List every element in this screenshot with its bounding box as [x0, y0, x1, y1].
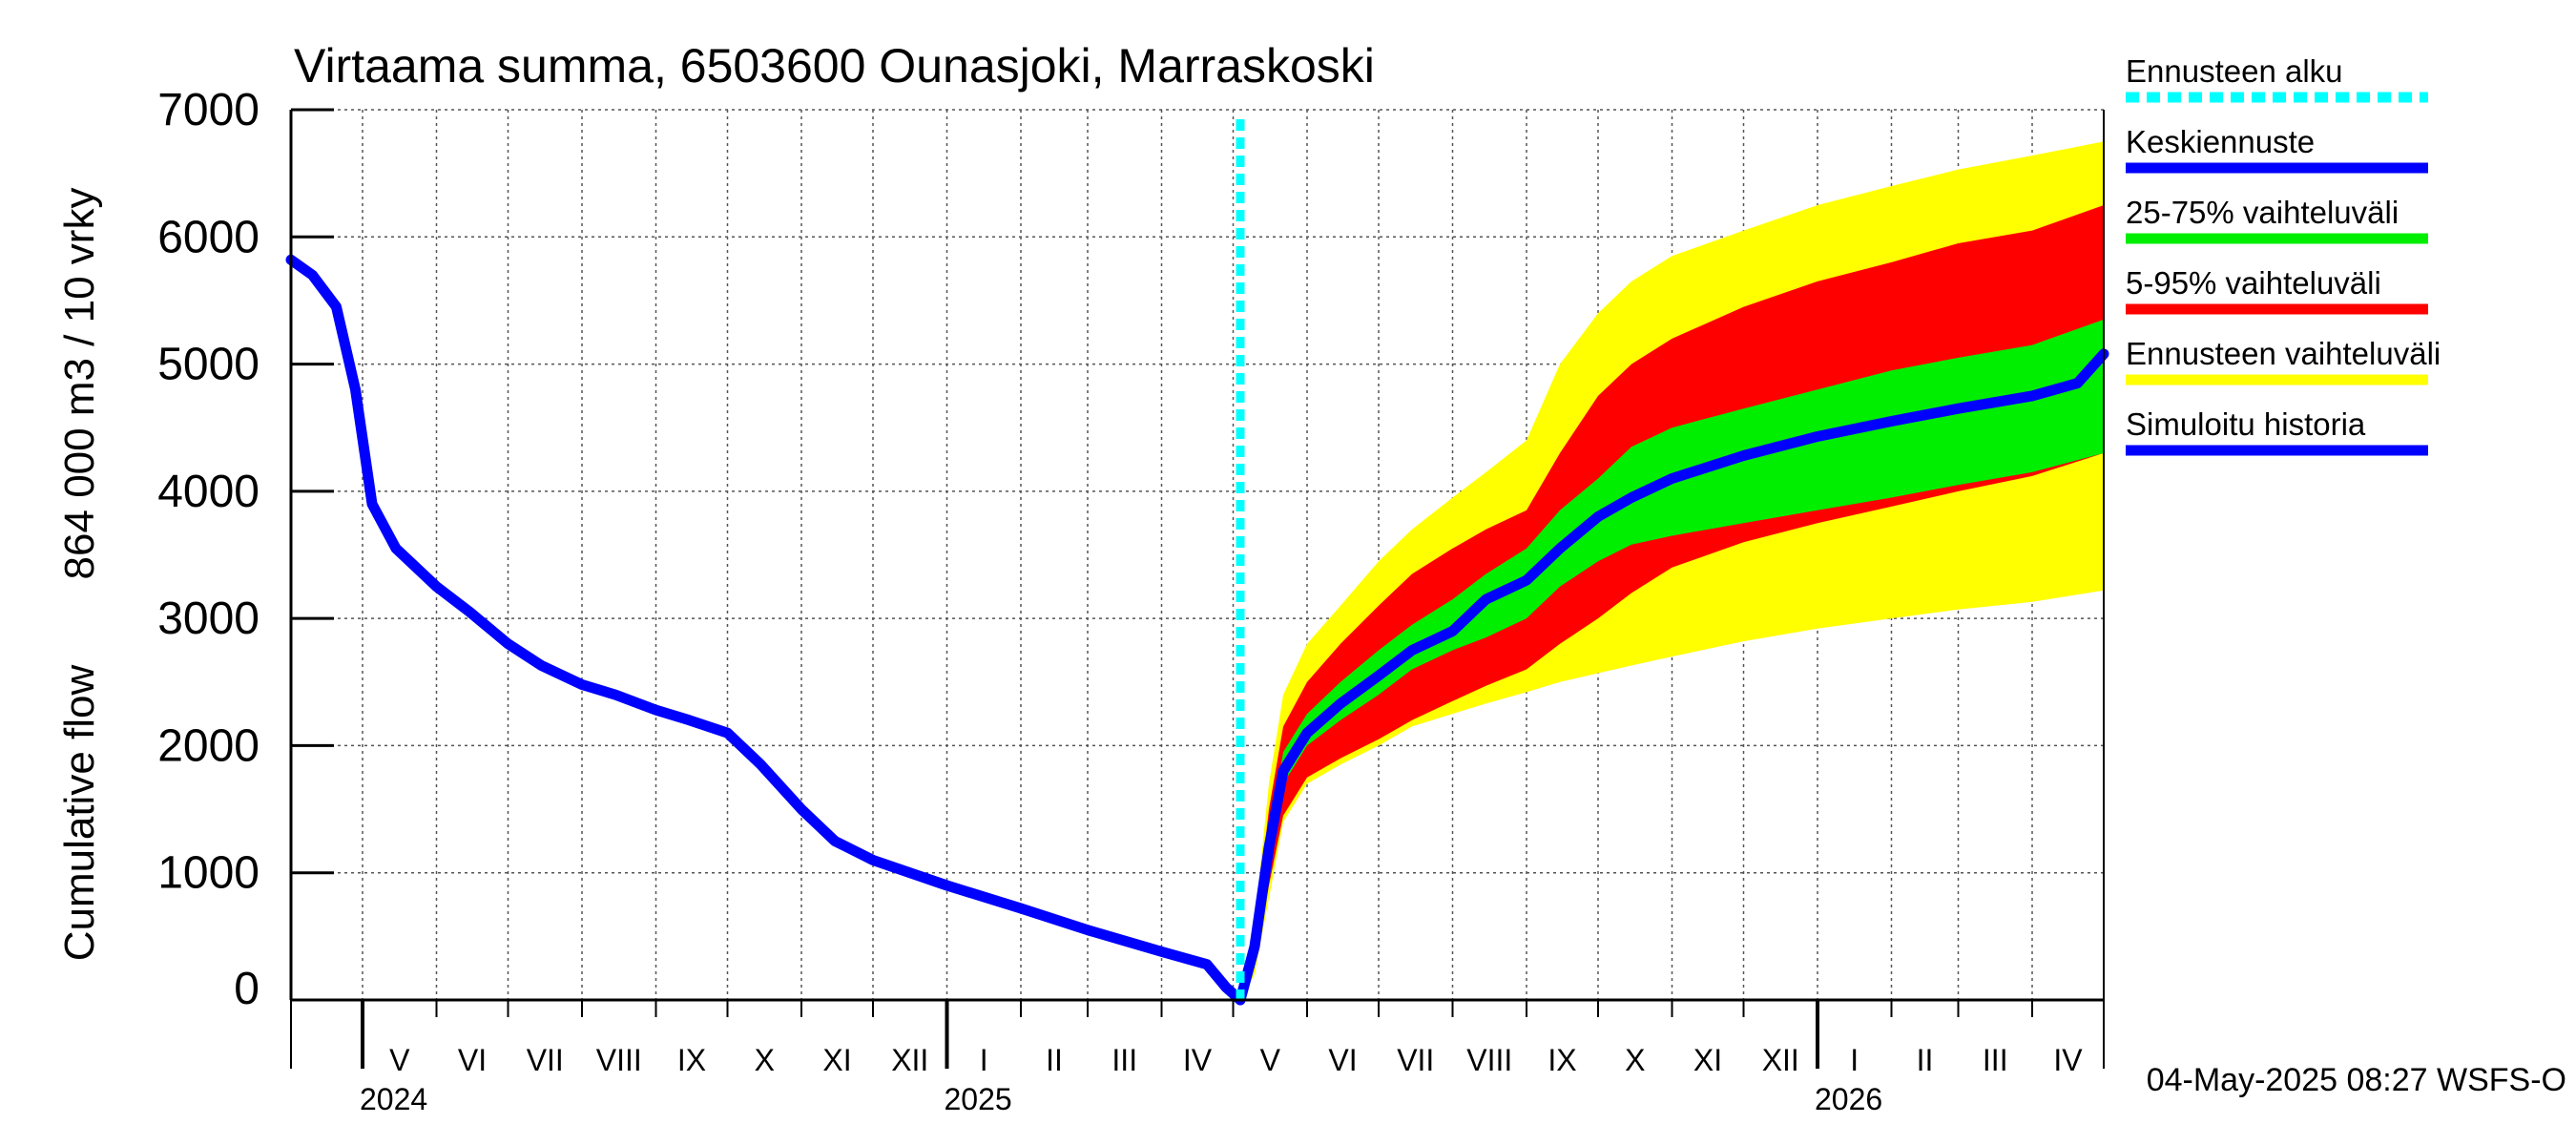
footer-timestamp: 04-May-2025 08:27 WSFS-O [2147, 1062, 2566, 1098]
y-axis-label-secondary: 864 000 m3 / 10 vrky [56, 188, 103, 580]
month-label: VI [1328, 1043, 1357, 1077]
month-label: I [980, 1043, 988, 1077]
legend-label: Keskiennuste [2126, 124, 2315, 159]
month-label: XII [1762, 1043, 1799, 1077]
y-tick-label: 2000 [157, 720, 260, 771]
legend-label: 5-95% vaihteluväli [2126, 265, 2381, 301]
legend: Ennusteen alku Keskiennuste 25-75% vaihtel… [2126, 53, 2441, 456]
month-label: IX [1548, 1043, 1576, 1077]
y-tick-labels: 0 1000 2000 3000 4000 5000 6000 7000 [157, 85, 260, 1014]
y-tick-label: 3000 [157, 593, 260, 644]
month-label: VII [1397, 1043, 1434, 1077]
month-label: XI [822, 1043, 851, 1077]
month-label: IV [2053, 1043, 2083, 1077]
month-label: VIII [596, 1043, 642, 1077]
year-label: 2024 [360, 1082, 427, 1116]
series-lines [285, 254, 2109, 1006]
month-label: X [755, 1043, 775, 1077]
month-label: III [1111, 1043, 1137, 1077]
y-tick-label: 7000 [157, 85, 260, 135]
month-label: I [1850, 1043, 1859, 1077]
y-tick-label: 6000 [157, 212, 260, 262]
y-axis-label-primary: Cumulative flow [56, 665, 103, 962]
month-label: XII [891, 1043, 928, 1077]
month-label: X [1625, 1043, 1645, 1077]
line-keskiennuste [1235, 348, 2109, 1006]
legend-label: Ennusteen alku [2126, 53, 2343, 89]
month-label: IX [677, 1043, 706, 1077]
month-label: V [389, 1043, 410, 1077]
month-label: VII [527, 1043, 564, 1077]
month-label: IV [1183, 1043, 1213, 1077]
month-label: II [1917, 1043, 1934, 1077]
legend-label: 25-75% vaihteluväli [2126, 195, 2399, 230]
forecast-bands [1240, 141, 2104, 1001]
legend-label: Ennusteen vaihteluväli [2126, 336, 2441, 371]
y-tick-label: 5000 [157, 340, 260, 390]
month-label: III [1983, 1043, 2008, 1077]
line-simuloitu-historia [285, 254, 1246, 1006]
axes [289, 108, 2105, 1069]
y-tick-label: 0 [234, 964, 260, 1014]
x-axis-labels: V VI VII VIII IX X XI XII I II III IV V VI VII VIII IX X X… [360, 1043, 2083, 1116]
month-label: VIII [1466, 1043, 1512, 1077]
legend-label: Simuloitu historia [2126, 406, 2366, 442]
month-label: II [1046, 1043, 1063, 1077]
month-label: XI [1693, 1043, 1722, 1077]
chart-title: Virtaama summa, 6503600 Ounasjoki, Marra… [294, 39, 1375, 93]
band-25-75-vaihteluv-li [1240, 319, 2104, 1000]
year-label: 2026 [1815, 1082, 1882, 1116]
month-label: VI [458, 1043, 487, 1077]
y-tick-label: 1000 [157, 848, 260, 899]
month-label: V [1260, 1043, 1281, 1077]
year-label: 2025 [945, 1082, 1012, 1116]
y-tick-label: 4000 [157, 467, 260, 517]
